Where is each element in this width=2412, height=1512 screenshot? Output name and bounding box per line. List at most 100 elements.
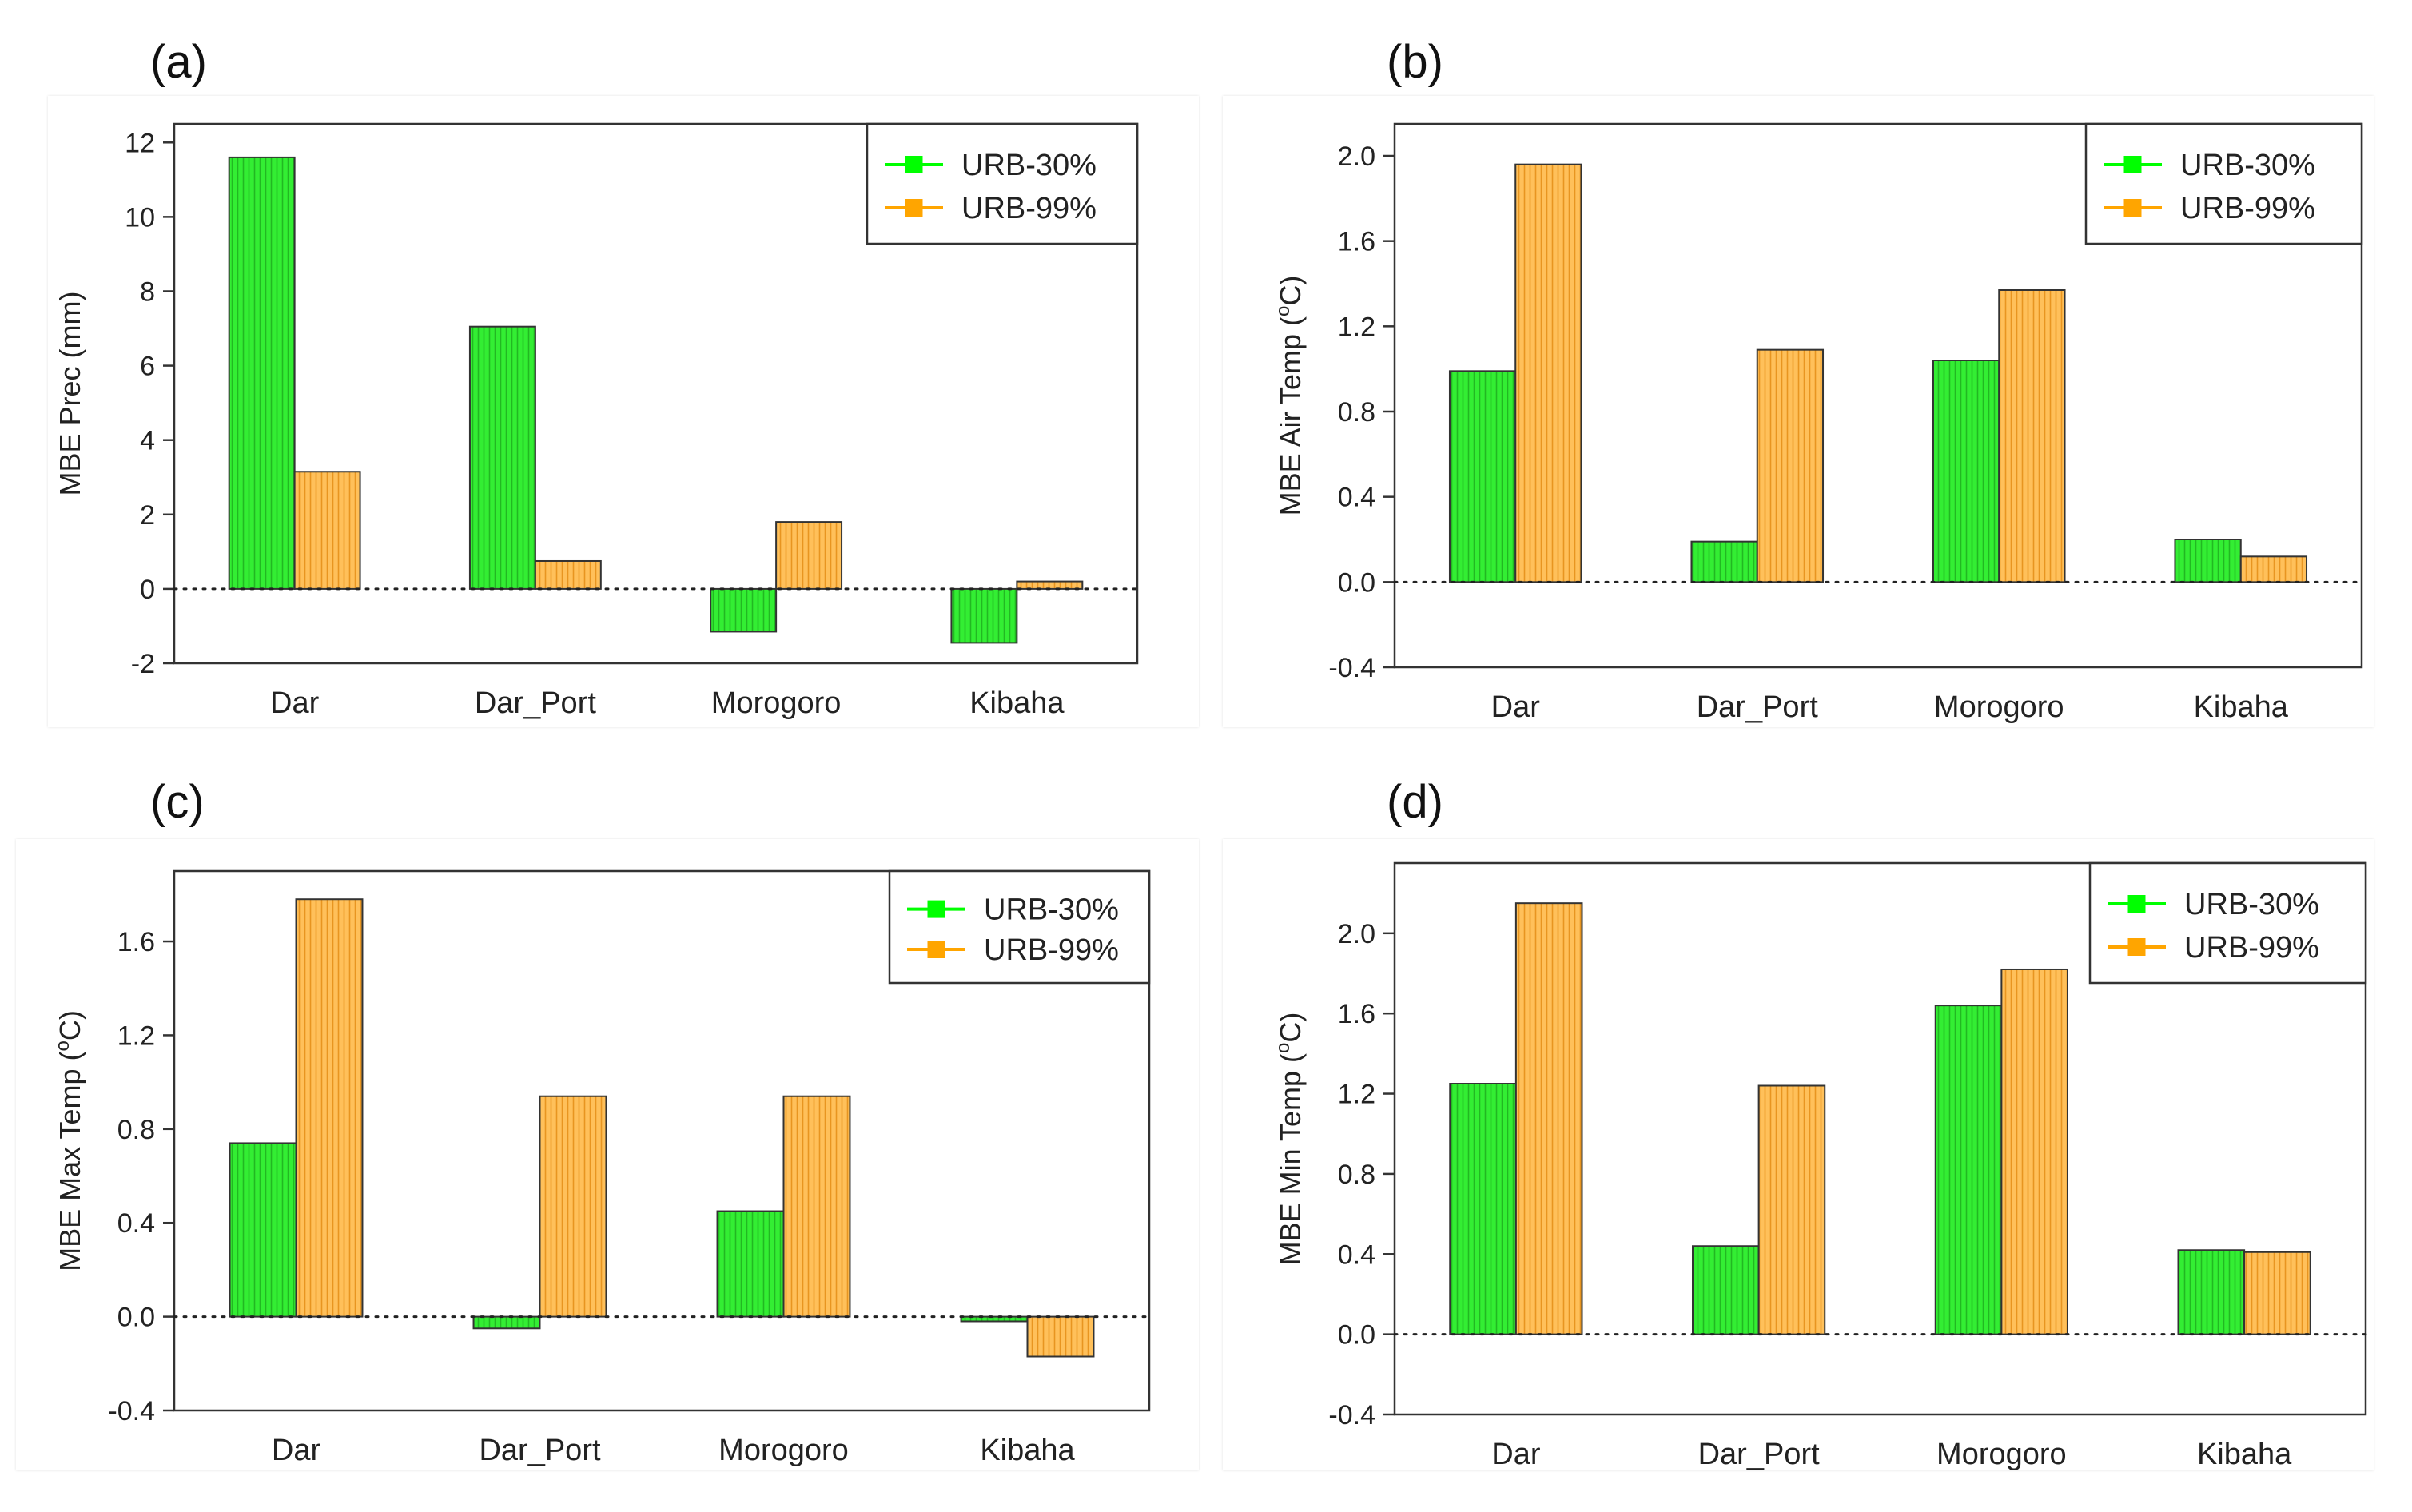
y-tick-label: 0.8 [117,1115,155,1145]
y-axis-label: MBE Air Temp (oC) [1272,276,1307,516]
y-tick-label: 1.6 [117,927,155,957]
y-tick-label: 0.8 [1338,397,1375,428]
x-category-label: Morogoro [711,686,842,720]
legend-label: URB-30% [2180,149,2315,182]
legend-marker-urb99 [2127,938,2146,956]
y-tick-label: 1.2 [117,1021,155,1051]
bar-urb99-kibaha [1026,1315,1095,1358]
y-tick-label: 6 [140,352,155,382]
bar-urb30-darport [468,325,536,590]
legend-marker-urb30 [905,156,923,173]
x-category-label: Dar [1491,690,1541,724]
panel-label-b: (b) [1387,36,1443,88]
legend-label: URB-99% [984,933,1119,967]
x-category-label: Kibaha [969,686,1065,720]
y-tick-label: 0.0 [1338,1320,1375,1351]
bar-urb99-darport [1756,348,1825,583]
bar-urb30-morogoro [716,1210,785,1318]
bar-urb30-dar [1448,370,1517,583]
plot-frame-d [1393,861,2367,1416]
chart-b: -0.4 0.0 0.4 0.8 1.2 1.6 2.0 MBE Air Temp (oC) D… [1272,122,2363,724]
legend-b: URB-30% URB-99% [2084,122,2363,245]
bar-urb30-morogoro [710,587,778,633]
bar-urb30-kibaha [950,587,1018,644]
legend-d: URB-30% URB-99% [2088,861,2367,985]
legend-box [2088,861,2367,985]
y-tick-label: 8 [140,277,155,307]
y-tick-label: 12 [125,128,155,158]
y-axis-label-unit: C) [1274,276,1307,306]
plot-frame-a [173,122,1139,665]
bar-urb30-dar [1449,1083,1517,1335]
bar-urb99-dar [295,898,364,1318]
y-tick-label: 0.0 [117,1303,155,1333]
y-tick-label: 2 [140,500,155,531]
chart-d: -0.4 0.0 0.4 0.8 1.2 1.6 2.0 MBE Min Temp (oC) D… [1272,861,2367,1471]
y-tick-label: 4 [140,426,155,456]
y-axis-label-unit: C) [54,1010,86,1040]
bar-urb30-darport [1690,540,1758,583]
legend-box [2084,122,2363,245]
bar-urb99-morogoro [2000,968,2068,1335]
plot-frame-b [1393,122,2363,669]
x-category-label: Dar_Port [1698,1438,1820,1471]
y-tick-label: -0.4 [1328,1400,1375,1430]
plot-frame-c [173,869,1151,1412]
y-axis-label: MBE Min Temp (oC) [1272,1013,1307,1266]
y-tick-label: 2.0 [1338,141,1375,172]
bar-urb30-dar [229,1142,297,1318]
legend-a: URB-30% URB-99% [866,122,1139,245]
legend-marker-urb99 [905,199,923,217]
bar-urb99-dar [293,471,361,590]
bar-urb30-dar [228,156,296,590]
panel-label-c: (c) [150,776,205,828]
y-axis-label-degree: o [1272,306,1294,316]
y-tick-label: -0.4 [108,1396,155,1426]
x-category-label: Kibaha [980,1434,1075,1467]
legend-marker-urb30 [2123,156,2142,173]
bar-urb99-morogoro [782,1095,851,1318]
bar-urb30-kibaha [2174,539,2242,583]
y-axis-label-main: MBE Air Temp ( [1274,316,1307,515]
y-tick-label: 1.2 [1338,1080,1375,1110]
bar-urb30-kibaha [2177,1249,2246,1335]
y-axis-label: MBE Prec (mm) [54,292,86,496]
bar-urb30-darport [472,1315,541,1330]
y-axis-label-main: MBE Min Temp ( [1274,1053,1307,1265]
y-tick-label: 1.2 [1338,312,1375,342]
y-tick-label: 1.6 [1338,999,1375,1029]
bar-urb30-morogoro [1934,1005,2003,1335]
bar-urb99-dar [1514,902,1583,1335]
y-axis-label-degree: o [52,1040,74,1051]
bar-urb99-kibaha [2243,1251,2311,1335]
x-category-label: Dar_Port [475,686,596,720]
bar-urb30-darport [1692,1245,1760,1335]
y-tick-label: 0.4 [1338,1239,1375,1270]
panel-label-d: (d) [1387,776,1443,828]
y-tick-label: 0.4 [1338,483,1375,513]
x-category-label: Morogoro [1936,1438,2067,1471]
bar-urb30-morogoro [1932,360,2000,583]
legend-label: URB-99% [2180,192,2315,225]
bar-urb99-morogoro [775,521,843,590]
y-tick-label: 0.4 [117,1208,155,1239]
legend-box [866,122,1139,245]
legend-label: URB-30% [961,149,1097,182]
bar-urb99-morogoro [1998,289,2066,583]
legend-marker-urb30 [2127,895,2146,913]
chart-a: -2 0 2 4 6 8 10 12 MBE Prec (mm) Dar Dar_Port Morog… [54,122,1139,720]
y-tick-label: 0.8 [1338,1160,1375,1190]
legend-marker-urb99 [927,941,945,958]
legend-label: URB-99% [2184,931,2319,965]
bar-urb99-dar [1514,163,1582,583]
legend-marker-urb30 [927,900,945,918]
y-tick-label: 0 [140,575,155,605]
bar-urb99-kibaha [2239,555,2308,583]
panel-label-a: (a) [150,36,207,88]
legend-c: URB-30% URB-99% [888,869,1151,985]
y-axis-label-unit: C) [1274,1013,1307,1043]
y-axis-label-degree: o [1272,1043,1294,1053]
x-category-label: Morogoro [1934,690,2064,724]
